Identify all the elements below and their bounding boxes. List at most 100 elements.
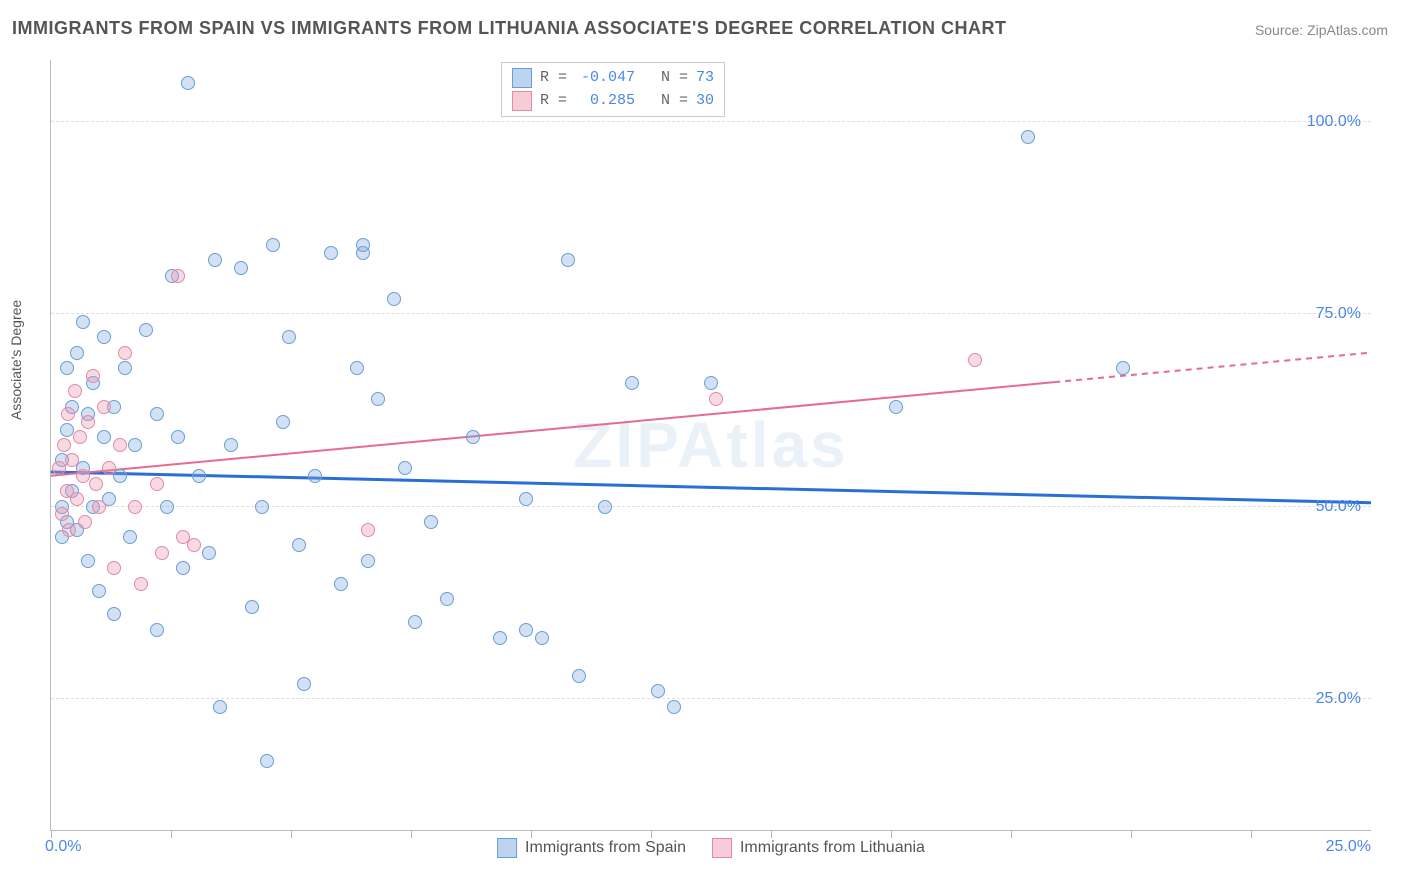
y-tick-label: 50.0% bbox=[1316, 498, 1361, 516]
data-point bbox=[150, 623, 164, 637]
x-tick bbox=[1251, 830, 1252, 838]
data-point bbox=[187, 538, 201, 552]
data-point bbox=[667, 700, 681, 714]
data-point bbox=[160, 500, 174, 514]
data-point bbox=[150, 477, 164, 491]
x-tick-label: 0.0% bbox=[45, 838, 81, 856]
watermark: ZIPAtlas bbox=[573, 408, 848, 482]
data-point bbox=[97, 330, 111, 344]
data-point bbox=[493, 631, 507, 645]
data-point bbox=[350, 361, 364, 375]
source-label: Source: ZipAtlas.com bbox=[1255, 22, 1388, 38]
data-point bbox=[387, 292, 401, 306]
data-point bbox=[561, 253, 575, 267]
data-point bbox=[128, 438, 142, 452]
data-point bbox=[60, 361, 74, 375]
data-point bbox=[202, 546, 216, 560]
data-point bbox=[70, 492, 84, 506]
data-point bbox=[92, 500, 106, 514]
data-point bbox=[62, 523, 76, 537]
data-point bbox=[598, 500, 612, 514]
data-point bbox=[81, 415, 95, 429]
swatch-icon bbox=[512, 68, 532, 88]
legend-row: R = -0.047 N = 73 bbox=[512, 67, 714, 90]
data-point bbox=[92, 584, 106, 598]
data-point bbox=[398, 461, 412, 475]
x-tick bbox=[891, 830, 892, 838]
gridline bbox=[51, 506, 1371, 507]
data-point bbox=[118, 361, 132, 375]
data-point bbox=[73, 430, 87, 444]
legend-row: R = 0.285 N = 30 bbox=[512, 90, 714, 113]
n-label: N = bbox=[661, 67, 688, 90]
data-point bbox=[356, 238, 370, 252]
data-point bbox=[266, 238, 280, 252]
data-point bbox=[76, 469, 90, 483]
x-tick bbox=[411, 830, 412, 838]
data-point bbox=[361, 554, 375, 568]
data-point bbox=[57, 438, 71, 452]
x-tick bbox=[171, 830, 172, 838]
data-point bbox=[78, 515, 92, 529]
data-point bbox=[1116, 361, 1130, 375]
x-tick bbox=[1011, 830, 1012, 838]
data-point bbox=[134, 577, 148, 591]
data-point bbox=[181, 76, 195, 90]
data-point bbox=[208, 253, 222, 267]
data-point bbox=[150, 407, 164, 421]
y-axis-label: Associate's Degree bbox=[8, 300, 24, 420]
data-point bbox=[70, 346, 84, 360]
data-point bbox=[76, 315, 90, 329]
data-point bbox=[371, 392, 385, 406]
legend-label: Immigrants from Lithuania bbox=[740, 839, 925, 857]
legend-item: Immigrants from Spain bbox=[497, 838, 686, 858]
y-tick-label: 100.0% bbox=[1307, 113, 1361, 131]
data-point bbox=[171, 430, 185, 444]
data-point bbox=[424, 515, 438, 529]
data-point bbox=[97, 400, 111, 414]
n-value: 30 bbox=[696, 90, 714, 113]
data-point bbox=[81, 554, 95, 568]
data-point bbox=[213, 700, 227, 714]
data-point bbox=[260, 754, 274, 768]
data-point bbox=[128, 500, 142, 514]
gridline bbox=[51, 121, 1371, 122]
x-tick bbox=[771, 830, 772, 838]
data-point bbox=[224, 438, 238, 452]
data-point bbox=[176, 561, 190, 575]
legend-item: Immigrants from Lithuania bbox=[712, 838, 925, 858]
x-tick bbox=[291, 830, 292, 838]
gridline bbox=[51, 313, 1371, 314]
data-point bbox=[625, 376, 639, 390]
n-value: 73 bbox=[696, 67, 714, 90]
data-point bbox=[709, 392, 723, 406]
data-point bbox=[282, 330, 296, 344]
series-legend: Immigrants from Spain Immigrants from Li… bbox=[497, 838, 925, 858]
swatch-icon bbox=[512, 91, 532, 111]
data-point bbox=[255, 500, 269, 514]
data-point bbox=[245, 600, 259, 614]
data-point bbox=[155, 546, 169, 560]
n-label: N = bbox=[661, 90, 688, 113]
data-point bbox=[704, 376, 718, 390]
data-point bbox=[139, 323, 153, 337]
correlation-legend: R = -0.047 N = 73 R = 0.285 N = 30 bbox=[501, 62, 725, 117]
data-point bbox=[519, 623, 533, 637]
x-tick-label: 25.0% bbox=[1326, 838, 1371, 856]
swatch-icon bbox=[712, 838, 732, 858]
x-tick bbox=[651, 830, 652, 838]
data-point bbox=[107, 607, 121, 621]
data-point bbox=[61, 407, 75, 421]
data-point bbox=[171, 269, 185, 283]
data-point bbox=[361, 523, 375, 537]
data-point bbox=[55, 507, 69, 521]
r-label: R = bbox=[540, 90, 567, 113]
data-point bbox=[234, 261, 248, 275]
data-point bbox=[968, 353, 982, 367]
legend-label: Immigrants from Spain bbox=[525, 839, 686, 857]
data-point bbox=[535, 631, 549, 645]
plot-area: ZIPAtlas R = -0.047 N = 73 R = 0.285 N =… bbox=[50, 60, 1371, 831]
x-tick bbox=[531, 830, 532, 838]
data-point bbox=[651, 684, 665, 698]
data-point bbox=[324, 246, 338, 260]
